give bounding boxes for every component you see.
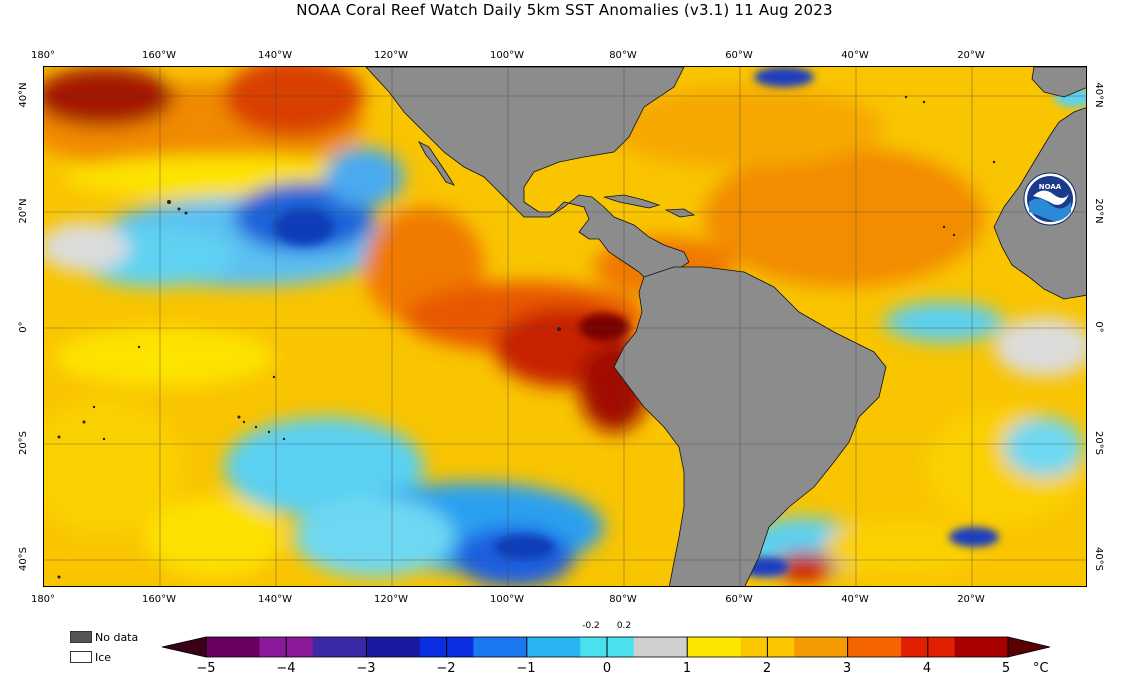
lat-label-left: 20°N xyxy=(18,198,29,224)
lat-label-right: 40°S xyxy=(1093,546,1104,572)
lat-label-left: 40°S xyxy=(18,546,29,572)
anomaly-field xyxy=(44,67,1086,586)
colorbar-segment xyxy=(847,637,902,657)
lon-label-top: 80°W xyxy=(609,50,637,61)
colorbar-tick: −4 xyxy=(276,661,296,676)
colorbar-max-arrow xyxy=(1007,636,1051,658)
colorbar-tick: −3 xyxy=(356,661,376,676)
lon-label-top: 160°W xyxy=(142,50,176,61)
colorbar-tick: −1 xyxy=(516,661,536,676)
ice-label: Ice xyxy=(95,651,112,664)
land-cuba xyxy=(603,194,661,209)
colorbar-tick: 1 xyxy=(682,661,692,676)
map-canvas xyxy=(44,67,1086,586)
lon-label-top: 40°W xyxy=(841,50,869,61)
colorbar-segment xyxy=(366,637,421,657)
anomaly-detail xyxy=(274,67,1086,577)
noaa-logo-icon: NOAA xyxy=(1023,172,1077,226)
lat-label-right: 20°N xyxy=(1093,198,1104,224)
land-south-america xyxy=(613,266,887,586)
colorbar-segment xyxy=(526,637,581,657)
colorbar-segment xyxy=(206,637,260,657)
lon-label-bottom: 40°W xyxy=(841,594,869,605)
colorbar-tick: −5 xyxy=(196,661,216,676)
colorbar-inner-tick: 0.2 xyxy=(616,621,632,631)
lat-label-left: 0° xyxy=(18,321,29,333)
colorbar-segment xyxy=(954,637,1009,657)
lon-label-bottom: 140°W xyxy=(258,594,292,605)
colorbar-segment xyxy=(794,637,849,657)
map-title: NOAA Coral Reef Watch Daily 5km SST Anom… xyxy=(296,1,833,19)
lon-label-top: 120°W xyxy=(374,50,408,61)
lon-label-bottom: 100°W xyxy=(490,594,524,605)
lon-label-top: 180° xyxy=(30,50,56,61)
lat-label-right: 20°S xyxy=(1093,430,1104,456)
lon-label-bottom: 60°W xyxy=(725,594,753,605)
lat-label-right: 0° xyxy=(1093,321,1104,333)
lon-label-top: 20°W xyxy=(957,50,985,61)
lat-label-right: 40°N xyxy=(1093,82,1104,108)
colorbar-min-arrow xyxy=(161,636,207,658)
colorbar-segment xyxy=(633,637,688,657)
lon-label-bottom: 160°W xyxy=(142,594,176,605)
colorbar-inner-tick: -0.2 xyxy=(582,621,600,631)
colorbar-segment xyxy=(312,637,367,657)
colorbar-segment xyxy=(473,637,528,657)
no-data-label: No data xyxy=(95,631,139,644)
ice-swatch xyxy=(70,651,92,663)
land-hispaniola xyxy=(664,208,696,218)
lat-label-left: 20°S xyxy=(18,430,29,456)
colorbar xyxy=(161,636,1051,658)
colorbar-segment xyxy=(687,637,742,657)
colorbar-tick: 4 xyxy=(922,661,932,676)
no-data-swatch xyxy=(70,631,92,643)
land-iberia xyxy=(1031,67,1086,98)
lon-label-bottom: 20°W xyxy=(957,594,985,605)
graticule xyxy=(44,67,1086,586)
colorbar-tick: 3 xyxy=(842,661,852,676)
lon-label-bottom: 80°W xyxy=(609,594,637,605)
colorbar-tick: 0 xyxy=(602,661,612,676)
lat-label-left: 40°N xyxy=(18,82,29,108)
colorbar-tick: −2 xyxy=(436,661,456,676)
lon-label-top: 100°W xyxy=(490,50,524,61)
svg-text:NOAA: NOAA xyxy=(1039,183,1062,191)
colorbar-unit: °C xyxy=(1033,661,1049,676)
lon-label-bottom: 180° xyxy=(30,594,56,605)
land-baja-california xyxy=(418,141,455,186)
lon-label-top: 140°W xyxy=(258,50,292,61)
lon-label-top: 60°W xyxy=(725,50,753,61)
colorbar-tick: 5 xyxy=(1001,661,1011,676)
lon-label-bottom: 120°W xyxy=(374,594,408,605)
sst-anomaly-map[interactable] xyxy=(43,66,1087,587)
colorbar-tick: 2 xyxy=(762,661,772,676)
